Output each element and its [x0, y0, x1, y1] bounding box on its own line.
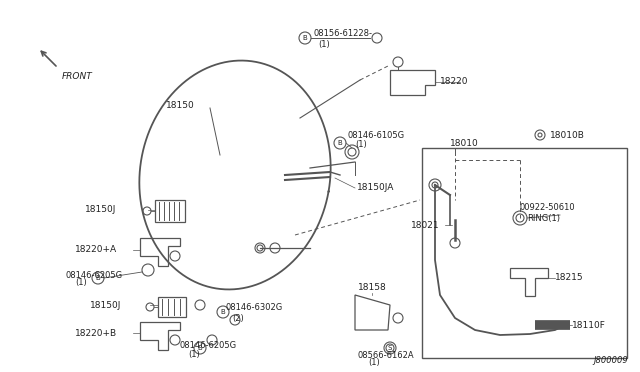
Text: 18150J: 18150J — [90, 301, 122, 310]
Text: 18220+A: 18220+A — [75, 246, 117, 254]
Text: (1): (1) — [318, 39, 330, 48]
Circle shape — [217, 306, 229, 318]
Circle shape — [334, 137, 346, 149]
Text: 00922-50610: 00922-50610 — [520, 203, 575, 212]
Text: 18150: 18150 — [166, 100, 195, 109]
Text: B: B — [303, 35, 307, 41]
Text: 18158: 18158 — [358, 283, 387, 292]
Text: 08146-6302G: 08146-6302G — [225, 304, 282, 312]
Circle shape — [299, 32, 311, 44]
Text: 18220+B: 18220+B — [75, 328, 117, 337]
Text: B: B — [198, 345, 202, 351]
Text: (1): (1) — [368, 359, 380, 368]
Text: B: B — [338, 140, 342, 146]
Text: 18110F: 18110F — [572, 321, 606, 330]
Text: RING(1): RING(1) — [527, 214, 560, 222]
Text: 18010B: 18010B — [550, 131, 585, 140]
Circle shape — [194, 342, 206, 354]
Circle shape — [384, 342, 396, 354]
Text: 18021: 18021 — [412, 221, 440, 230]
Text: 18215: 18215 — [555, 273, 584, 282]
Text: 08156-61228-: 08156-61228- — [313, 29, 372, 38]
Text: B: B — [95, 275, 100, 281]
Text: 18010: 18010 — [450, 138, 479, 148]
Text: 18150JA: 18150JA — [357, 183, 394, 192]
Text: B: B — [221, 309, 225, 315]
Text: S: S — [388, 345, 392, 351]
Text: (1): (1) — [355, 140, 367, 148]
Text: 08146-6205G: 08146-6205G — [180, 340, 237, 350]
Text: (1): (1) — [75, 279, 87, 288]
Text: 08146-6105G: 08146-6105G — [348, 131, 405, 141]
Circle shape — [92, 272, 104, 284]
Text: 18150J: 18150J — [85, 205, 116, 215]
Text: (2): (2) — [232, 314, 244, 323]
Text: 08566-6162A: 08566-6162A — [358, 350, 415, 359]
Text: J800009: J800009 — [593, 356, 628, 365]
Text: (1): (1) — [188, 350, 200, 359]
Text: 18220: 18220 — [440, 77, 468, 87]
Text: FRONT: FRONT — [62, 72, 93, 81]
Text: 08146-6205G: 08146-6205G — [65, 270, 122, 279]
